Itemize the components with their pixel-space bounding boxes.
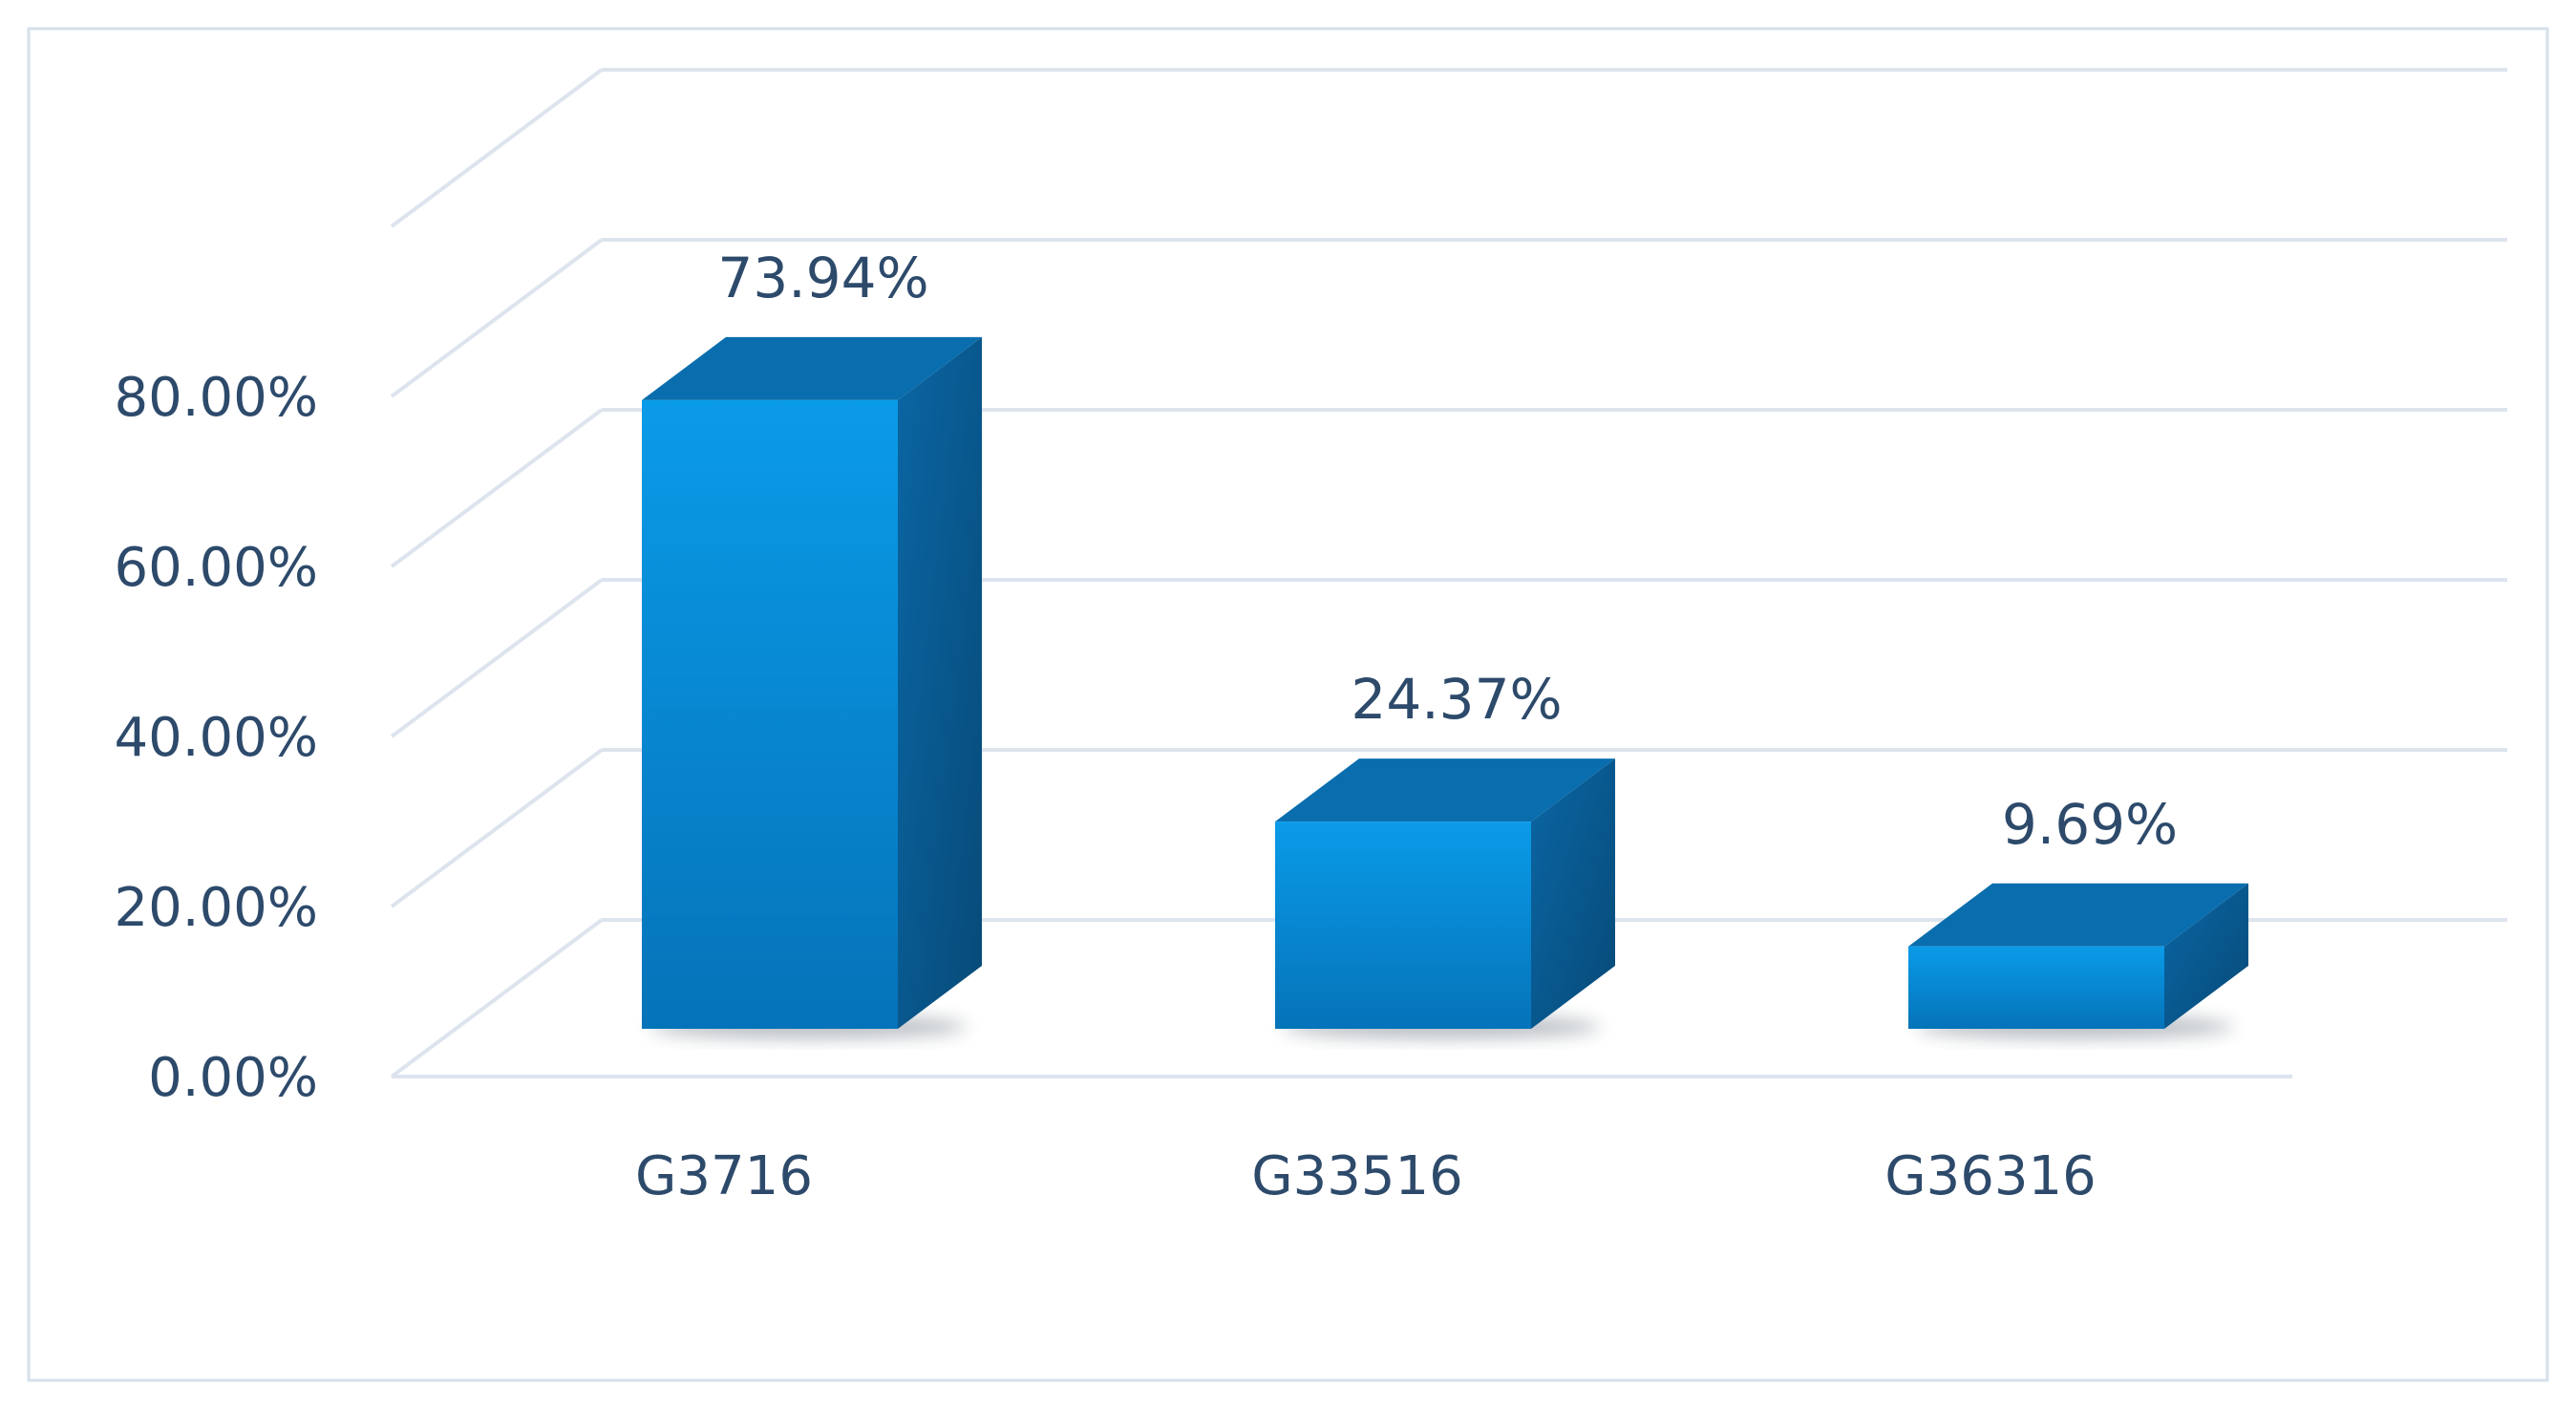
gridline-diagonal [390, 748, 604, 908]
data-label: 73.94% [717, 246, 928, 310]
bar-front-face [1908, 946, 2164, 1029]
bars [642, 336, 2248, 1030]
bar-G3716 [642, 336, 982, 1030]
x-tick-label: G3716 [635, 1145, 813, 1207]
bar-G33516 [1275, 758, 1615, 1029]
bar-front-face [1275, 822, 1531, 1029]
bar-side-face [898, 336, 982, 1030]
bar-side-face [2164, 883, 2248, 1029]
gridline-diagonal [390, 68, 604, 228]
x-tick-label: G33516 [1251, 1145, 1463, 1207]
data-label: 9.69% [2002, 792, 2178, 857]
chart-border [27, 27, 2549, 1382]
y-tick-label: 0.00% [148, 1047, 318, 1109]
bar-top-face [1908, 883, 2248, 947]
bar-side-face [1531, 758, 1615, 1029]
data-label: 24.37% [1351, 667, 1562, 732]
gridline-diagonal [390, 918, 604, 1078]
gridline-diagonal [390, 408, 604, 568]
bar-top-face [1275, 758, 1615, 822]
bar-G36316 [1908, 883, 2248, 1029]
y-tick-label: 60.00% [114, 537, 318, 599]
x-tick-label: G36316 [1884, 1145, 2097, 1207]
gridline-diagonal [390, 578, 604, 738]
x-axis-tick-labels: G3716 G33516 G36316 [635, 1145, 2097, 1207]
gridline-diagonal [390, 238, 604, 398]
y-tick-label: 20.00% [114, 877, 318, 939]
y-axis-tick-labels: 0.00% 20.00% 40.00% 60.00% 80.00% [114, 367, 318, 1109]
data-labels: 73.94% 24.37% 9.69% [717, 246, 2178, 857]
y-tick-label: 40.00% [114, 707, 318, 769]
y-tick-label: 80.00% [114, 367, 318, 429]
bar-top-face [642, 336, 982, 400]
bar-front-face [642, 399, 898, 1030]
